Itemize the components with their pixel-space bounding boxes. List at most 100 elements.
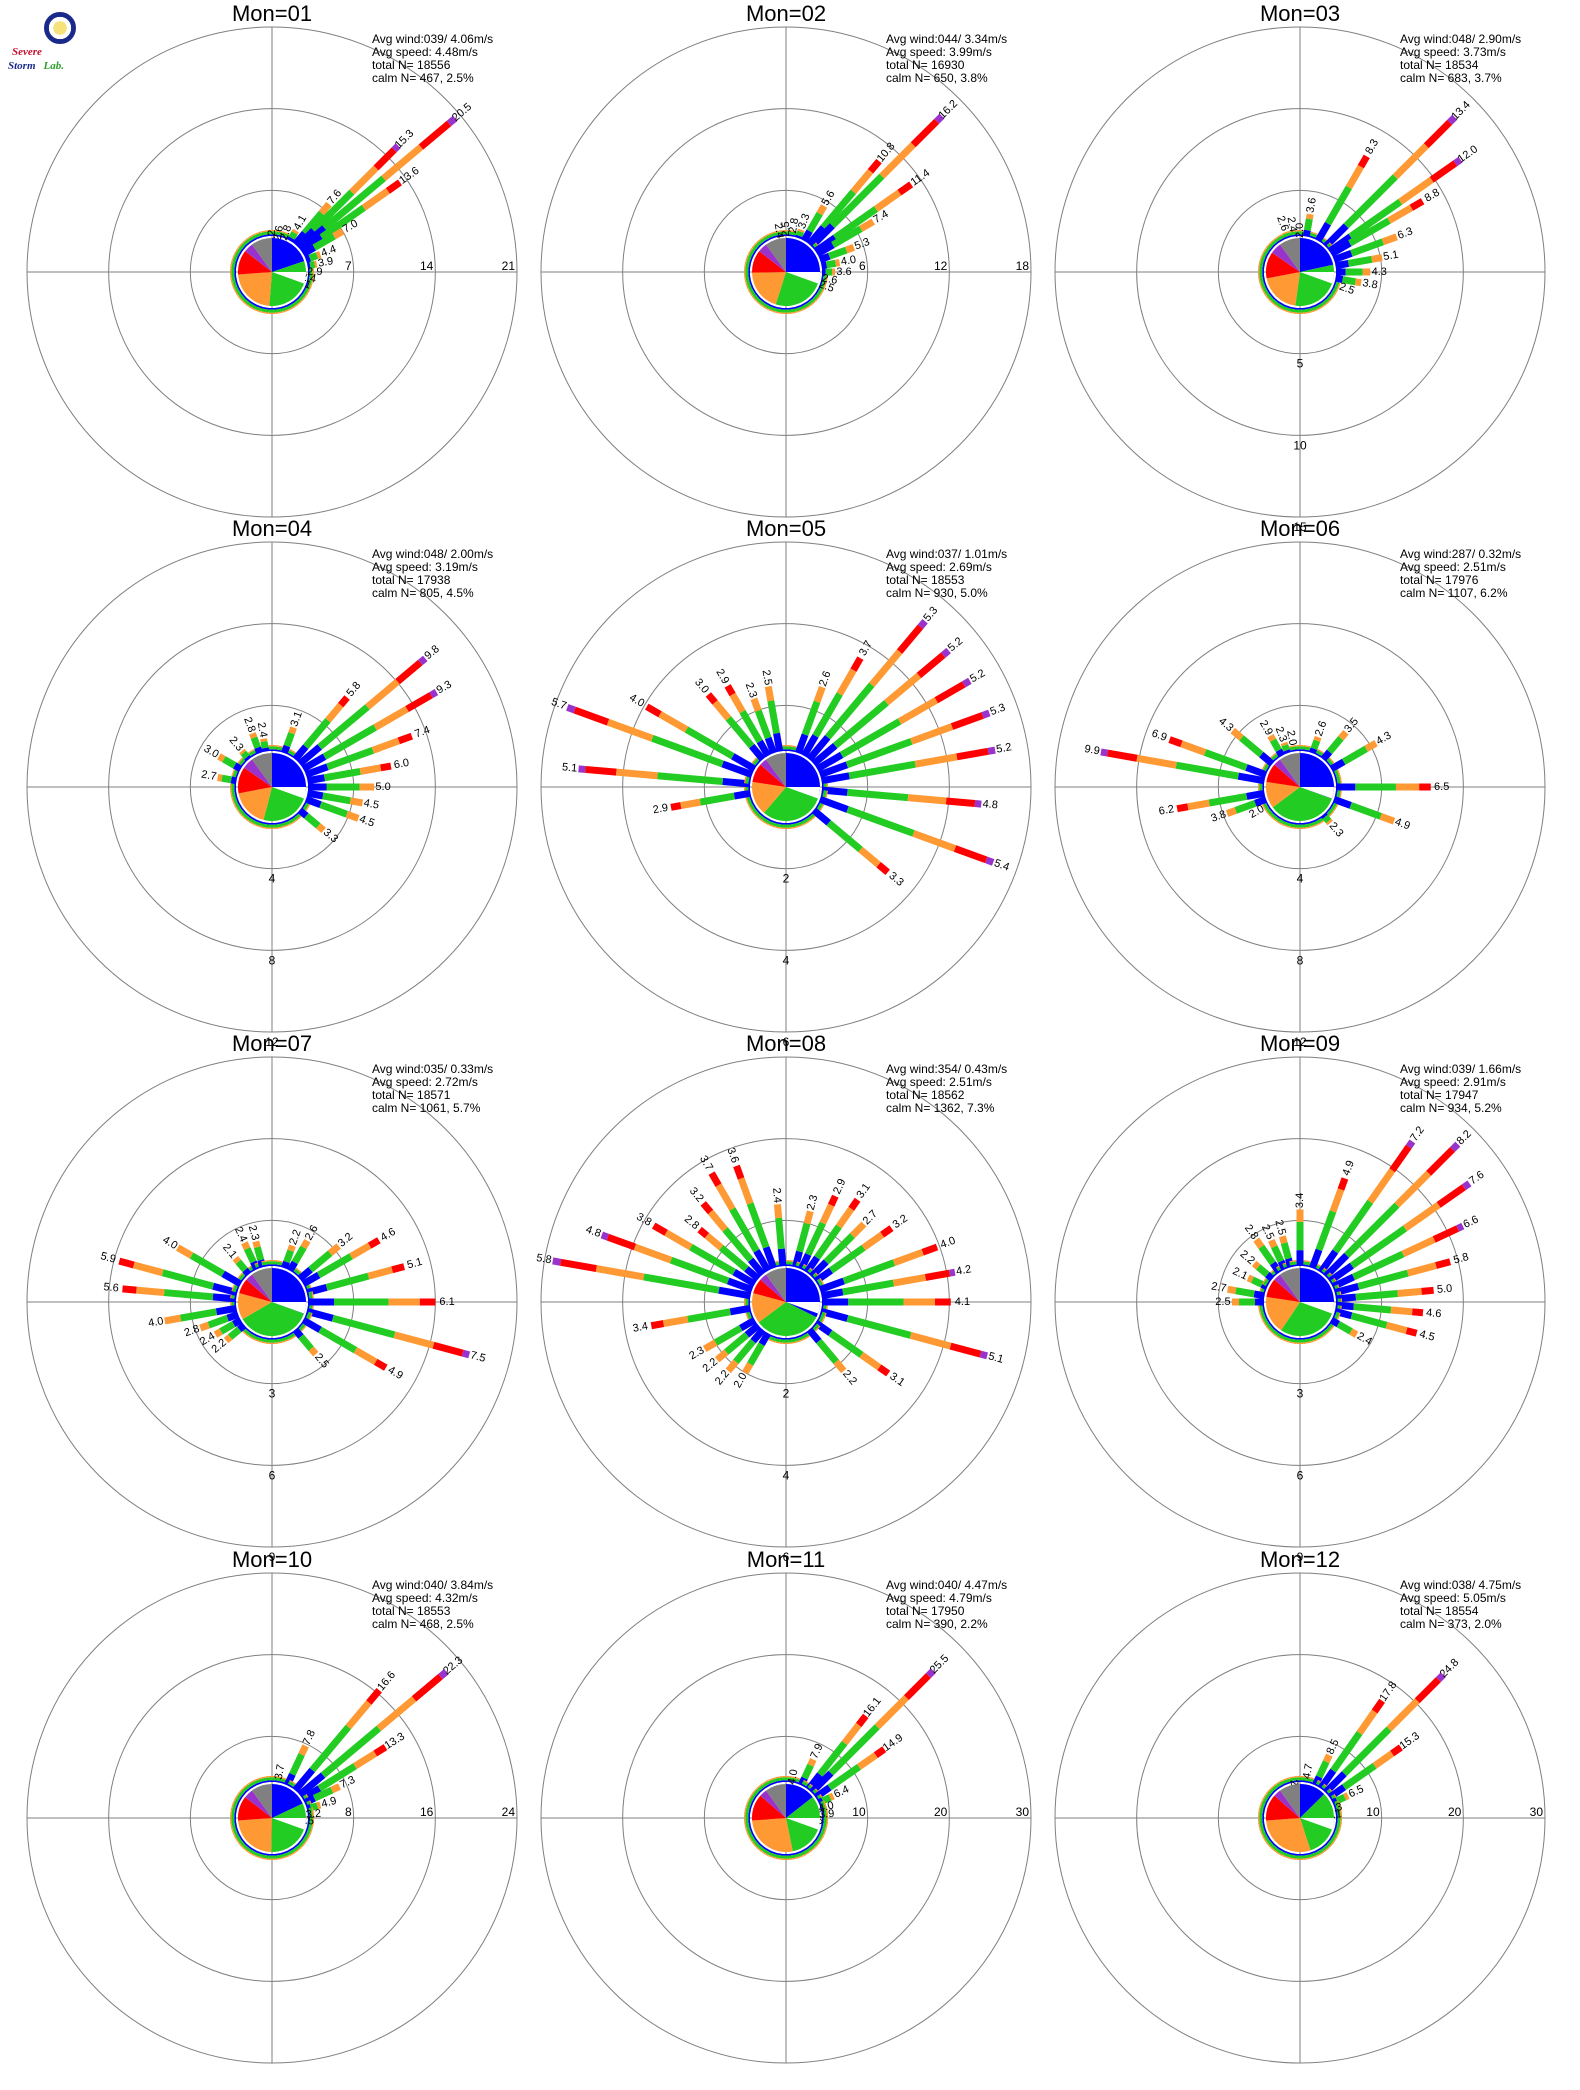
- rose-spoke-segment: [175, 1244, 194, 1259]
- rose-spoke-segment: [238, 1789, 246, 1797]
- rose-spoke-segment: [600, 1231, 610, 1241]
- rose-spoke-segment: [292, 297, 299, 304]
- rose-spoke-segment: [330, 1783, 342, 1794]
- rose-spoke-segment: [749, 796, 754, 804]
- rose-spoke-segment: [247, 1335, 255, 1341]
- rose-spoke-segment: [1411, 1308, 1424, 1317]
- rose-spoke-segment: [941, 647, 951, 658]
- speed-pie-slice: [758, 1302, 817, 1336]
- rose-spoke-segment: [243, 298, 251, 306]
- pie-gap-wedge: [786, 1818, 820, 1830]
- rose-spoke-segment: [805, 1221, 826, 1256]
- rose-spoke-segment: [1266, 243, 1274, 251]
- rose-spoke-segment: [1275, 1779, 1283, 1785]
- rose-spoke-segment: [1203, 749, 1248, 771]
- rose-spoke-segment: [815, 751, 844, 773]
- rose-spoke-segment: [283, 731, 295, 748]
- panel-stat-line: Avg wind:039/ 1.66m/s: [1400, 1062, 1521, 1076]
- panel-title: Mon=11: [747, 1547, 825, 1572]
- rose-spoke-segment: [298, 1323, 306, 1331]
- rose-spoke-segment: [308, 1346, 319, 1357]
- rose-spoke-segment: [1270, 300, 1277, 307]
- rose-spoke-segment: [1349, 1225, 1408, 1269]
- rose-spoke-segment: [689, 1244, 736, 1276]
- rose-spoke-segment: [800, 1847, 808, 1853]
- rose-spoke-segment: [1325, 292, 1332, 299]
- rose-direction-value-label: 2.9: [831, 1177, 848, 1196]
- speed-pie-slice: [1300, 1268, 1334, 1307]
- rose-spoke-segment: [827, 1764, 862, 1791]
- rose-ring-tick-label: 6: [1297, 1468, 1304, 1482]
- rose-spoke-segment: [322, 792, 351, 805]
- rose-spoke-segment: [757, 238, 765, 246]
- panel-stat-line: total N= 17976: [1400, 573, 1479, 587]
- rose-spoke-segment: [1315, 1760, 1330, 1779]
- rose-spoke-segment: [820, 261, 828, 270]
- rose-spoke-segment: [319, 204, 366, 241]
- rose-spoke-segment: [163, 1289, 214, 1301]
- speed-pie-slice: [271, 1803, 306, 1852]
- rose-spoke-segment: [255, 235, 263, 240]
- rose-spoke-segment: [240, 292, 247, 299]
- rose-spoke-segment: [254, 232, 263, 238]
- rose-direction-value-label: 6.5: [1434, 781, 1449, 793]
- rose-spoke-segment: [245, 1327, 252, 1334]
- panel-stat-line: Avg wind:040/ 3.84m/s: [372, 1578, 493, 1592]
- rose-spoke-segment: [1271, 1844, 1279, 1852]
- rose-spoke-segment: [1275, 1263, 1283, 1269]
- rose-spoke-segment: [247, 1851, 255, 1857]
- panel-stat-line: calm N= 934, 5.2%: [1400, 1101, 1502, 1115]
- rose-spoke-segment: [1309, 232, 1318, 238]
- rose-spoke-segment: [1263, 1278, 1270, 1287]
- rose-spoke-segment: [808, 223, 835, 250]
- rose-spoke-segment: [349, 797, 364, 807]
- rose-spoke-segment: [287, 817, 296, 824]
- pie-gap-wedge: [272, 1302, 306, 1314]
- rose-spoke-segment: [845, 244, 855, 254]
- rose-spoke-segment: [227, 1326, 242, 1340]
- rose-spoke-segment: [796, 1222, 811, 1253]
- rose-spoke-segment: [136, 1286, 165, 1297]
- rose-spoke-segment: [712, 700, 732, 721]
- rose-spoke-segment: [247, 820, 255, 826]
- rose-ring-tick-label: 24: [502, 1805, 516, 1819]
- rose-spoke-segment: [237, 1788, 244, 1795]
- rose-spoke-segment: [684, 726, 735, 760]
- rose-ring-tick-label: 16: [420, 1805, 434, 1819]
- rose-spoke-segment: [1276, 1332, 1285, 1339]
- rose-spoke-segment: [761, 1851, 769, 1857]
- rose-spoke-segment: [1271, 238, 1279, 246]
- rose-direction-value-label: 4.9: [386, 1364, 405, 1382]
- rose-spoke-segment: [1332, 281, 1337, 289]
- rose-spoke-segment: [315, 251, 322, 259]
- rose-spoke-segment: [789, 823, 797, 828]
- rose-spoke-segment: [238, 808, 246, 816]
- rose-spoke-segment: [814, 1224, 842, 1260]
- rose-direction-value-label: 2.5: [760, 669, 774, 686]
- rose-spoke-segment: [247, 233, 255, 239]
- rose-spoke-segment: [1309, 235, 1317, 240]
- rose-direction-value-label: 2.6: [1313, 719, 1330, 737]
- calm-pie-slice: [766, 1268, 786, 1302]
- rose-spoke-segment: [806, 812, 813, 819]
- rose-ring-tick-label: 8: [345, 1805, 352, 1819]
- rose-spoke-segment: [819, 1835, 825, 1843]
- rose-spoke-segment: [749, 1833, 756, 1842]
- rose-spoke-segment: [411, 1673, 443, 1702]
- rose-spoke-segment: [1355, 1289, 1399, 1301]
- rose-spoke-segment: [702, 1339, 718, 1352]
- rose-spoke-segment: [775, 1777, 783, 1782]
- rose-spoke-segment: [759, 240, 766, 247]
- rose-ring-tick-label: 20: [934, 1805, 948, 1819]
- rose-spoke-segment: [789, 746, 797, 751]
- rose-spoke-segment: [746, 1800, 752, 1809]
- rose-spoke-segment: [1303, 1854, 1311, 1859]
- rose-direction-value-label: 4.9: [320, 1795, 338, 1811]
- speed-pie-slice: [238, 272, 272, 306]
- rose-spoke-segment: [255, 819, 263, 824]
- rose-spoke-segment: [1398, 176, 1434, 205]
- rose-spoke-segment: [1303, 1777, 1311, 1782]
- rose-spoke-segment: [1325, 1838, 1332, 1845]
- rose-spoke-segment: [841, 1722, 862, 1746]
